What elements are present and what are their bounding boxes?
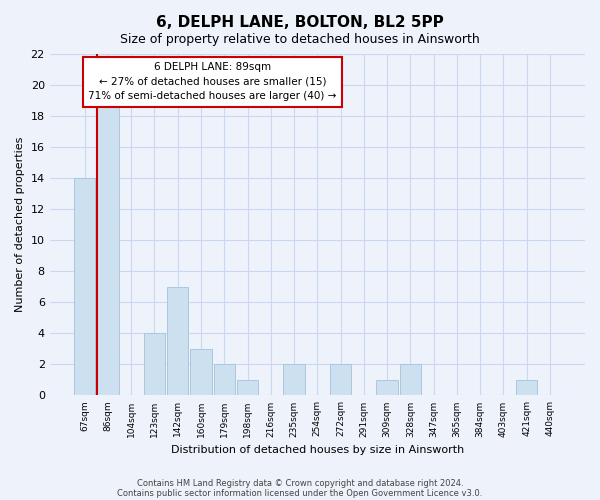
Text: Contains public sector information licensed under the Open Government Licence v3: Contains public sector information licen… <box>118 488 482 498</box>
Bar <box>400 364 421 396</box>
Text: 6, DELPH LANE, BOLTON, BL2 5PP: 6, DELPH LANE, BOLTON, BL2 5PP <box>156 15 444 30</box>
Y-axis label: Number of detached properties: Number of detached properties <box>15 137 25 312</box>
Text: Contains HM Land Registry data © Crown copyright and database right 2024.: Contains HM Land Registry data © Crown c… <box>137 478 463 488</box>
X-axis label: Distribution of detached houses by size in Ainsworth: Distribution of detached houses by size … <box>171 445 464 455</box>
Bar <box>144 334 165 396</box>
Bar <box>330 364 351 396</box>
Bar <box>237 380 258 396</box>
Bar <box>97 100 119 396</box>
Bar <box>74 178 95 396</box>
Bar <box>167 287 188 396</box>
Text: 6 DELPH LANE: 89sqm
← 27% of detached houses are smaller (15)
71% of semi-detach: 6 DELPH LANE: 89sqm ← 27% of detached ho… <box>88 62 337 102</box>
Bar <box>214 364 235 396</box>
Bar <box>190 349 212 396</box>
Bar <box>376 380 398 396</box>
Bar <box>283 364 305 396</box>
Text: Size of property relative to detached houses in Ainsworth: Size of property relative to detached ho… <box>120 32 480 46</box>
Bar <box>516 380 538 396</box>
